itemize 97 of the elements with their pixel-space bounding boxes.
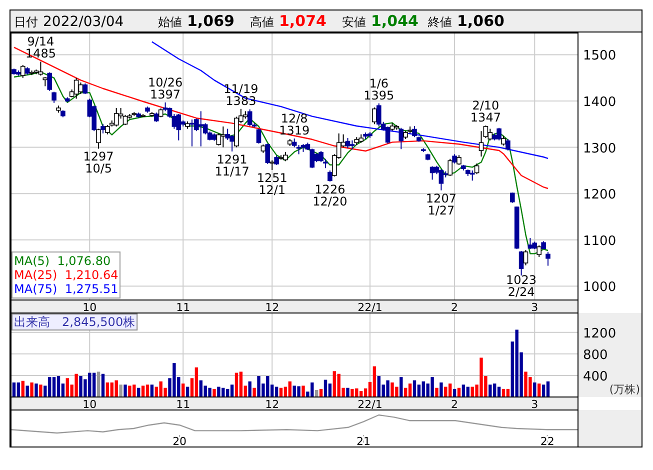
text: 1,044 (371, 12, 418, 30)
bar (248, 381, 252, 397)
bar (435, 388, 438, 397)
x-tick-label: 21 (356, 435, 370, 448)
category-label: 始値 (158, 15, 182, 29)
bar (346, 388, 350, 397)
y-axis-title: (万株) (609, 383, 640, 396)
bar (328, 384, 332, 397)
x-tick-label: 22/1 (358, 398, 382, 411)
bar (230, 384, 234, 397)
bar (417, 384, 421, 397)
bar (252, 388, 256, 397)
bar (124, 384, 127, 397)
bar (101, 374, 105, 397)
y-tick-label: 800 (583, 348, 608, 363)
x-tick-label: 3 (531, 301, 538, 314)
bar (12, 382, 16, 397)
annotation: 1023 2/24 (506, 273, 537, 299)
bar (96, 372, 100, 397)
x-tick-label: 3 (531, 398, 538, 411)
x-tick-label: 2 (451, 301, 458, 314)
bar (324, 380, 328, 397)
bar (146, 384, 150, 397)
legend: MA(5) 1,076.80 MA(25) 1,210.64 MA(75) 1,275.51 (12, 252, 120, 298)
bar (21, 380, 24, 397)
bar (430, 377, 434, 397)
bar (212, 388, 216, 397)
bar (542, 384, 546, 397)
annotation: 10/26 1397 (148, 75, 183, 102)
y-tick-label: 1100 (583, 234, 616, 249)
annotation: 1297 10/5 (83, 150, 114, 176)
bar (412, 380, 416, 397)
annotation: 12/8 1319 (279, 112, 310, 138)
x-tick-label: 11 (176, 398, 190, 411)
bar (400, 377, 403, 397)
bar (56, 376, 60, 397)
annotation: 1251 12/1 (256, 170, 288, 197)
category-label: 終値 (427, 15, 452, 29)
y-tick-label: 1000 (583, 280, 616, 296)
bar (30, 382, 34, 397)
x-tick-label: 10 (82, 398, 97, 411)
category-label: 日付 (14, 15, 38, 29)
x-tick-label: 12 (265, 301, 280, 314)
x-tick-label: 22/1 (358, 301, 382, 314)
x-tick-label: 11 (176, 301, 190, 314)
bar (488, 384, 492, 397)
x-tick-label: 10 (82, 301, 97, 314)
bar (408, 384, 412, 397)
bar (239, 372, 243, 397)
bar (208, 388, 212, 397)
bar (546, 381, 550, 397)
bar (440, 382, 443, 397)
annotation: 2/10 1347 (470, 98, 501, 125)
text: 2022/03/04 (43, 14, 124, 30)
y-tick-label: 1200 (583, 188, 616, 203)
x-tick-label: 20 (172, 435, 187, 448)
y-tick-label: 1400 (583, 95, 616, 110)
annotation: 9/14 1485 (25, 34, 56, 61)
bar (297, 386, 300, 397)
text: 1,074 (279, 12, 326, 30)
bar (372, 366, 376, 397)
bar (444, 386, 448, 397)
bar (302, 386, 305, 397)
bar (16, 382, 20, 397)
x-tick-label: 22 (540, 435, 554, 448)
category-label: 高値 (250, 15, 274, 29)
annotation: 1291 11/17 (214, 152, 250, 178)
bar (74, 374, 78, 397)
bar (34, 384, 38, 397)
y-tick-label: 1200 (583, 326, 616, 342)
bar (182, 384, 185, 397)
x-tick-label: 2 (451, 398, 458, 411)
bar (150, 384, 154, 397)
text: 1,069 (187, 12, 234, 30)
annotation: 1/6 1395 (364, 76, 394, 102)
bar (386, 380, 390, 397)
bar (106, 382, 110, 397)
annotation: 1207 1/27 (426, 191, 456, 218)
bar (114, 380, 118, 397)
bar (141, 386, 145, 397)
x-tick-label: 12 (265, 398, 280, 411)
bar (26, 386, 29, 397)
y-tick-label: 1300 (583, 141, 616, 156)
y-tick-label: 1500 (583, 48, 616, 64)
bar (39, 384, 42, 397)
annotation: 1226 12/20 (312, 182, 348, 209)
bar (234, 372, 238, 397)
bar (538, 384, 541, 397)
bar (288, 381, 292, 397)
text: 1,060 (457, 12, 504, 30)
bar (194, 367, 198, 397)
bar (52, 377, 56, 397)
bar (533, 382, 536, 397)
category-label: 安値 (342, 15, 366, 29)
bar (119, 384, 122, 397)
bar (462, 384, 466, 397)
y-tick-label: 400 (583, 369, 608, 384)
